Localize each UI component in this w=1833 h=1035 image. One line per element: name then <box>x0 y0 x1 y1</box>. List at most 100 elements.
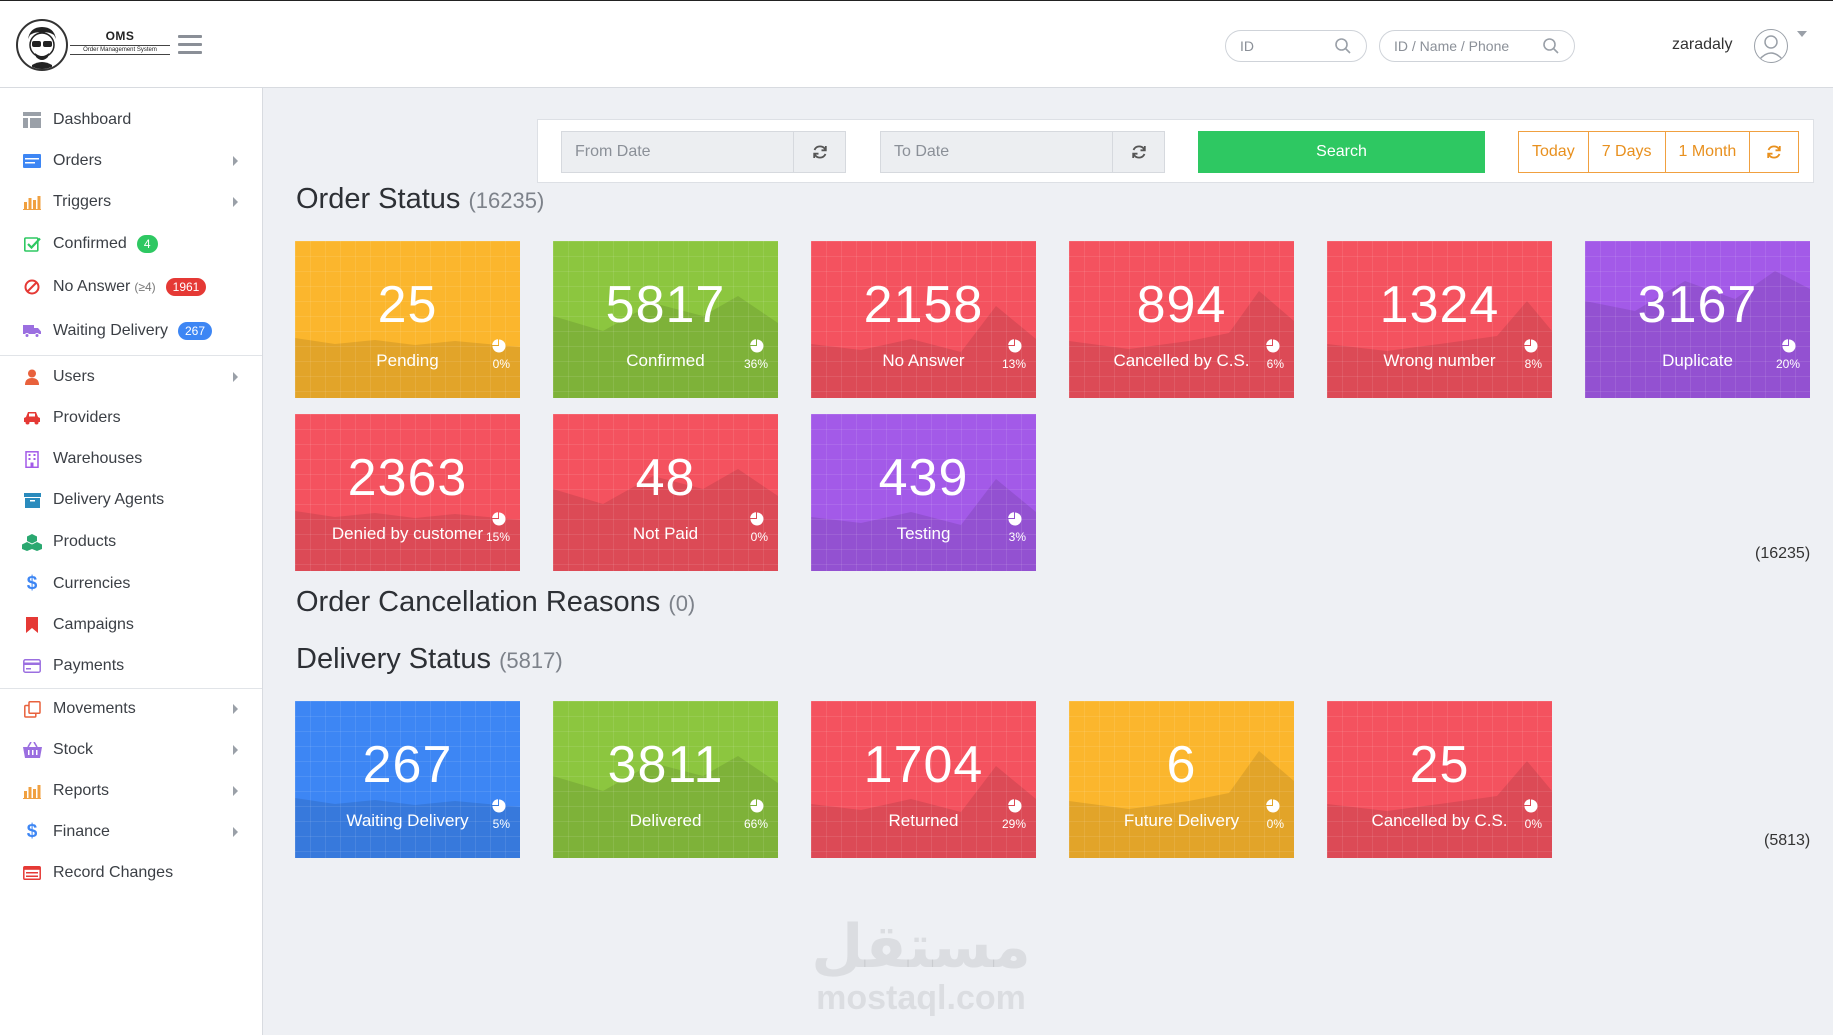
card-percent: 0% <box>1524 817 1542 831</box>
sidebar-divider <box>0 355 262 356</box>
order-status-card[interactable]: 2158 No Answer 13% <box>811 241 1036 398</box>
clone-icon <box>22 699 42 719</box>
sidebar-item-confirmed[interactable]: Confirmed 4 <box>0 224 262 264</box>
quick-range-group: Today 7 Days 1 Month <box>1518 131 1800 173</box>
range-7-days-button[interactable]: 7 Days <box>1588 132 1666 172</box>
from-date-reset-button[interactable] <box>793 132 845 172</box>
order-status-total: (16235) <box>1755 545 1811 562</box>
sidebar-item-dashboard[interactable]: Dashboard <box>0 100 262 140</box>
sidebar-item-products[interactable]: Products <box>0 522 262 562</box>
sidebar-item-sublabel: (≥4) <box>134 280 156 294</box>
order-status-card[interactable]: 439 Testing 3% <box>811 414 1036 571</box>
card-wave-decoration <box>1585 271 1810 398</box>
order-status-card[interactable]: 3167 Duplicate 20% <box>1585 241 1810 398</box>
sidebar-item-payments[interactable]: Payments <box>0 646 262 686</box>
to-date-input[interactable] <box>881 132 1112 172</box>
card-wave-decoration <box>553 296 778 398</box>
chevron-down-icon[interactable] <box>1797 31 1807 37</box>
confirmed-count-badge: 4 <box>136 235 158 253</box>
order-status-card[interactable]: 894 Cancelled by C.S. 6% <box>1069 241 1294 398</box>
card-label: Denied by customer <box>331 524 484 543</box>
card-percent: 20% <box>1775 357 1800 371</box>
sidebar-item-warehouses[interactable]: Warehouses <box>0 439 262 479</box>
username[interactable]: zaradaly <box>1672 36 1733 53</box>
box-icon <box>22 490 42 510</box>
order-status-card[interactable]: 5817 Confirmed 36% <box>553 241 778 398</box>
watermark-domain: mostaql.com <box>816 979 1026 1017</box>
pie-chart-icon <box>1008 512 1022 526</box>
pie-chart-icon <box>1008 799 1022 813</box>
sidebar-item-currencies[interactable]: $ Currencies <box>0 564 262 604</box>
order-status-card[interactable]: 25 Pending 0% <box>295 241 520 398</box>
sidebar-item-label: Orders <box>53 152 102 169</box>
menu-toggle-icon[interactable] <box>178 35 202 55</box>
card-grid-decoration <box>1069 241 1294 398</box>
card-value: 1704 <box>863 736 984 794</box>
range-1-month-button[interactable]: 1 Month <box>1665 132 1751 172</box>
sidebar-item-label: Products <box>53 533 117 550</box>
sidebar-item-movements[interactable]: Movements <box>0 689 262 729</box>
sidebar-item-delivery-agents[interactable]: Delivery Agents <box>0 480 262 520</box>
delivery-status-card[interactable]: 6 Future Delivery 0% <box>1069 701 1294 858</box>
order-status-count: (16235) <box>468 188 545 213</box>
logo-avatar-icon[interactable] <box>16 19 68 71</box>
delivery-status-card[interactable]: 1704 Returned 29% <box>811 701 1036 858</box>
pie-chart-icon <box>1782 339 1796 353</box>
card-wave-decoration <box>1327 761 1552 858</box>
delivery-status-card[interactable]: 25 Cancelled by C.S. 0% <box>1327 701 1552 858</box>
card-percent: 29% <box>1001 817 1026 831</box>
sidebar-item-providers[interactable]: Providers <box>0 398 262 438</box>
sidebar-item-label: Users <box>53 368 95 385</box>
sidebar-item-users[interactable]: Users <box>0 357 262 397</box>
card-grid-decoration <box>553 241 778 398</box>
sidebar-item-label: Movements <box>53 700 136 717</box>
search-icon[interactable] <box>1334 37 1352 55</box>
delivery-status-card[interactable]: 267 Waiting Delivery 5% <box>295 701 520 858</box>
bar-chart-icon <box>22 781 42 801</box>
sidebar-item-label: Stock <box>53 741 94 758</box>
card-grid-decoration <box>553 701 778 858</box>
card-percent: 3% <box>1008 530 1026 544</box>
sidebar-item-orders[interactable]: Orders <box>0 141 262 181</box>
card-grid-decoration <box>811 241 1036 398</box>
sidebar-item-record-changes[interactable]: Record Changes <box>0 853 262 893</box>
search-icon[interactable] <box>1542 37 1560 55</box>
logo-text: OMS Order Management System <box>70 29 170 55</box>
card-grid-decoration <box>811 414 1036 571</box>
sidebar-item-label: No Answer <box>53 278 131 295</box>
list-icon <box>22 863 42 883</box>
order-status-card[interactable]: 2363 Denied by customer 15% <box>295 414 520 571</box>
order-status-card[interactable]: 1324 Wrong number 8% <box>1327 241 1552 398</box>
logo-title: OMS <box>105 29 135 43</box>
sidebar-item-no-answer[interactable]: No Answer (≥4) 1961 <box>0 267 262 307</box>
card-wave-decoration <box>295 338 520 398</box>
delivery-status-card[interactable]: 3811 Delivered 66% <box>553 701 778 858</box>
card-label: Cancelled by C.S. <box>1113 351 1250 370</box>
to-date-reset-button[interactable] <box>1112 132 1164 172</box>
order-status-card[interactable]: 48 Not Paid 0% <box>553 414 778 571</box>
card-wave-decoration <box>553 469 778 571</box>
card-percent: 6% <box>1266 357 1284 371</box>
user-avatar-icon[interactable] <box>1754 29 1788 63</box>
sidebar-item-triggers[interactable]: Triggers <box>0 182 262 222</box>
from-date-input[interactable] <box>562 132 793 172</box>
card-wave-decoration <box>1327 301 1552 398</box>
search-id-input[interactable] <box>1240 38 1334 54</box>
card-grid-decoration <box>1585 241 1810 398</box>
search-multi-input[interactable] <box>1394 38 1542 54</box>
card-label: No Answer <box>882 351 965 370</box>
search-button[interactable]: Search <box>1198 131 1485 173</box>
sidebar-item-finance[interactable]: $ Finance <box>0 812 262 852</box>
bookmark-icon <box>22 615 42 635</box>
sidebar-item-reports[interactable]: Reports <box>0 771 262 811</box>
users-icon <box>22 367 42 387</box>
sidebar-item-label: Providers <box>53 409 121 426</box>
sidebar-item-waiting-delivery[interactable]: Waiting Delivery 267 <box>0 311 262 351</box>
range-reset-button[interactable] <box>1750 132 1799 172</box>
range-today-button[interactable]: Today <box>1519 132 1589 172</box>
sidebar-item-stock[interactable]: Stock <box>0 730 262 770</box>
card-value: 894 <box>1136 276 1227 334</box>
sidebar-item-campaigns[interactable]: Campaigns <box>0 605 262 645</box>
chevron-right-icon <box>233 704 238 714</box>
card-label: Testing <box>896 524 951 543</box>
